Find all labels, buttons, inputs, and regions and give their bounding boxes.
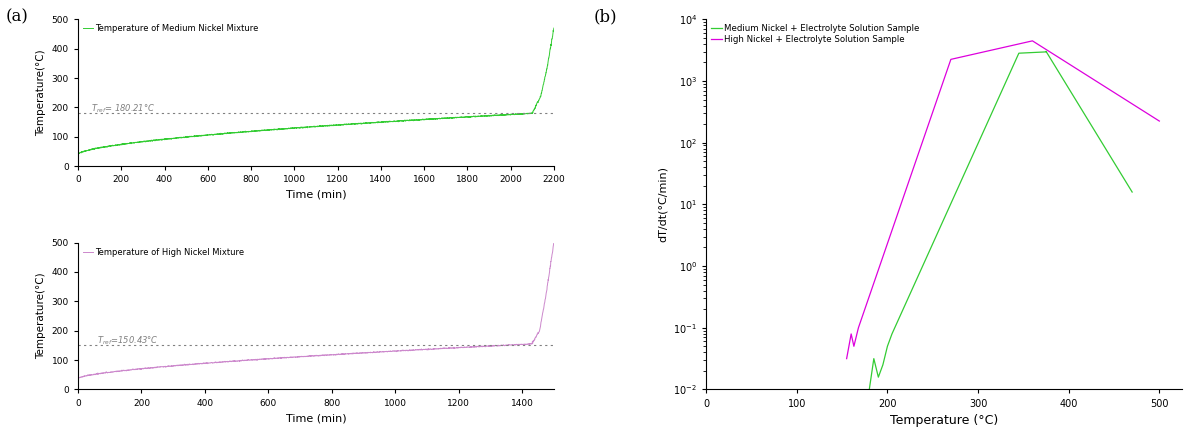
X-axis label: Time (min): Time (min)	[286, 190, 347, 200]
Temperature of High Nickel Mixture	[72, 375, 86, 380]
Line: Temperature of High Nickel Mixture: Temperature of High Nickel Mixture	[78, 243, 554, 378]
Medium Nickel + Electrolyte Solution Sample	[880, 346, 894, 351]
Temperature of Medium Nickel Mixture	[154, 137, 168, 142]
Temperature of High Nickel Mixture	[533, 325, 547, 330]
Medium Nickel + Electrolyte Solution Sample	[1124, 190, 1139, 195]
Temperature of High Nickel Mixture	[290, 354, 305, 359]
Medium Nickel + Electrolyte Solution Sample	[1010, 53, 1025, 58]
High Nickel + Electrolyte Solution Sample	[1138, 110, 1152, 115]
Temperature of High Nickel Mixture	[95, 371, 109, 376]
Temperature of Medium Nickel Mixture	[125, 140, 139, 146]
Medium Nickel + Electrolyte Solution Sample	[1033, 50, 1048, 55]
Temperature of High Nickel Mixture	[445, 346, 460, 351]
Legend: Medium Nickel + Electrolyte Solution Sample, High Nickel + Electrolyte Solution : Medium Nickel + Electrolyte Solution Sam…	[710, 24, 920, 45]
Medium Nickel + Electrolyte Solution Sample	[1073, 104, 1087, 109]
X-axis label: Temperature (°C): Temperature (°C)	[890, 414, 998, 427]
Line: Temperature of Medium Nickel Mixture: Temperature of Medium Nickel Mixture	[78, 28, 554, 154]
High Nickel + Electrolyte Solution Sample	[1033, 43, 1048, 48]
High Nickel + Electrolyte Solution Sample	[912, 147, 926, 152]
Temperature of Medium Nickel Mixture	[538, 77, 552, 82]
Legend: Temperature of High Nickel Mixture: Temperature of High Nickel Mixture	[82, 247, 246, 257]
Y-axis label: Temperature(°C): Temperature(°C)	[36, 273, 46, 360]
Temperature of High Nickel Mixture	[547, 240, 562, 245]
Temperature of Medium Nickel Mixture	[71, 152, 85, 157]
Medium Nickel + Electrolyte Solution Sample	[959, 166, 973, 171]
Text: (a): (a)	[6, 9, 29, 26]
High Nickel + Electrolyte Solution Sample	[1110, 92, 1124, 97]
Line: High Nickel + Electrolyte Solution Sample: High Nickel + Electrolyte Solution Sampl…	[847, 41, 1159, 359]
Text: $T_{ref}$=150.43°C: $T_{ref}$=150.43°C	[97, 334, 158, 347]
Medium Nickel + Electrolyte Solution Sample	[976, 131, 990, 136]
Y-axis label: dT/dt(°C/min): dT/dt(°C/min)	[658, 166, 667, 242]
Temperature of Medium Nickel Mixture	[253, 128, 268, 133]
High Nickel + Electrolyte Solution Sample	[1025, 38, 1039, 43]
Y-axis label: Temperature(°C): Temperature(°C)	[36, 49, 46, 136]
Legend: Temperature of Medium Nickel Mixture: Temperature of Medium Nickel Mixture	[82, 24, 259, 34]
Temperature of High Nickel Mixture	[533, 324, 547, 330]
Temperature of High Nickel Mixture	[71, 375, 85, 380]
Text: $T_{ref}$= 180.21°C: $T_{ref}$= 180.21°C	[91, 102, 155, 115]
High Nickel + Electrolyte Solution Sample	[1142, 113, 1157, 118]
High Nickel + Electrolyte Solution Sample	[1152, 119, 1166, 124]
Temperature of Medium Nickel Mixture	[274, 127, 288, 132]
Line: Medium Nickel + Electrolyte Solution Sample: Medium Nickel + Electrolyte Solution Sam…	[869, 51, 1132, 389]
Text: (b): (b)	[594, 9, 618, 26]
X-axis label: Time (min): Time (min)	[286, 413, 347, 423]
Temperature of Medium Nickel Mixture	[547, 26, 562, 31]
Temperature of Medium Nickel Mixture	[486, 113, 500, 118]
Temperature of High Nickel Mixture	[302, 353, 317, 358]
High Nickel + Electrolyte Solution Sample	[968, 51, 983, 56]
High Nickel + Electrolyte Solution Sample	[840, 356, 854, 361]
Medium Nickel + Electrolyte Solution Sample	[1039, 49, 1054, 54]
Medium Nickel + Electrolyte Solution Sample	[862, 387, 876, 392]
